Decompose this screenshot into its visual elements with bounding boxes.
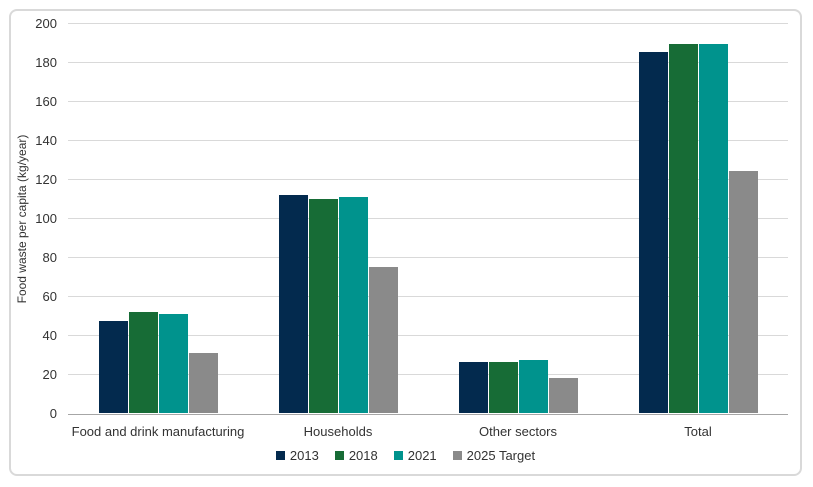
gridline-60 <box>68 296 788 297</box>
bar-2021-3 <box>518 360 548 413</box>
gridline-140 <box>68 140 788 141</box>
gridline-120 <box>68 179 788 180</box>
category-label-1: Food and drink manufacturing <box>71 424 245 439</box>
y-tick-label-180: 180 <box>35 55 57 70</box>
bar-2013-3 <box>458 362 488 413</box>
legend-label: 2021 <box>407 448 437 463</box>
y-tick-label-100: 100 <box>35 211 57 226</box>
legend-swatch-icon <box>393 451 403 460</box>
y-tick-label-160: 160 <box>35 94 57 109</box>
y-tick-label-40: 40 <box>42 328 57 343</box>
bar-2021-4 <box>698 44 728 413</box>
bar-2013-2 <box>278 194 308 413</box>
gridline-180 <box>68 62 788 63</box>
bar-2021-2 <box>338 196 368 413</box>
bar-group-1 <box>68 311 248 413</box>
y-tick-label-200: 200 <box>35 16 57 31</box>
category-label-4: Total <box>684 424 712 439</box>
legend-label: 2018 <box>348 448 378 463</box>
y-tick-label-20: 20 <box>42 367 57 382</box>
bar-2018-2 <box>308 198 338 413</box>
bar-group-3 <box>428 360 608 413</box>
legend-swatch-icon <box>334 451 344 460</box>
bar-2018-3 <box>488 362 518 413</box>
y-tick-label-140: 140 <box>35 133 57 148</box>
category-label-3: Other sectors <box>478 424 558 439</box>
plot-area <box>68 23 788 415</box>
legend-item-2025-target: 2025 Target <box>452 448 536 463</box>
bar-2025-target-2 <box>368 266 398 413</box>
y-tick-label-80: 80 <box>42 250 57 265</box>
legend-label: 2025 Target <box>466 448 536 463</box>
bar-2025-target-4 <box>728 171 758 413</box>
legend: 2013 2018 2021 2025 Target <box>11 448 800 463</box>
bar-group-2 <box>248 194 428 413</box>
x-axis-line <box>68 414 788 415</box>
bar-2025-target-1 <box>188 352 218 413</box>
legend-swatch-icon <box>452 451 462 460</box>
bar-2018-1 <box>128 311 158 413</box>
gridline-200 <box>68 23 788 24</box>
legend-item-2021: 2021 <box>393 448 437 463</box>
legend-swatch-icon <box>275 451 285 460</box>
bar-2021-1 <box>158 313 188 413</box>
legend-label: 2013 <box>289 448 319 463</box>
category-label-2: Households <box>303 424 373 439</box>
y-tick-label-0: 0 <box>49 406 57 421</box>
legend-item-2018: 2018 <box>334 448 378 463</box>
legend-item-2013: 2013 <box>275 448 319 463</box>
bar-2025-target-3 <box>548 377 578 413</box>
gridline-20 <box>68 374 788 375</box>
y-tick-label-120: 120 <box>35 172 57 187</box>
gridline-100 <box>68 218 788 219</box>
chart-frame: Food waste per capita (kg/year) 0 20 40 60 8… <box>9 9 802 476</box>
bar-2013-4 <box>638 52 668 413</box>
y-tick-label-60: 60 <box>42 289 57 304</box>
gridline-80 <box>68 257 788 258</box>
bar-2013-1 <box>98 321 128 413</box>
gridline-160 <box>68 101 788 102</box>
bar-2018-4 <box>668 44 698 413</box>
bar-group-4 <box>608 44 788 413</box>
gridline-40 <box>68 335 788 336</box>
